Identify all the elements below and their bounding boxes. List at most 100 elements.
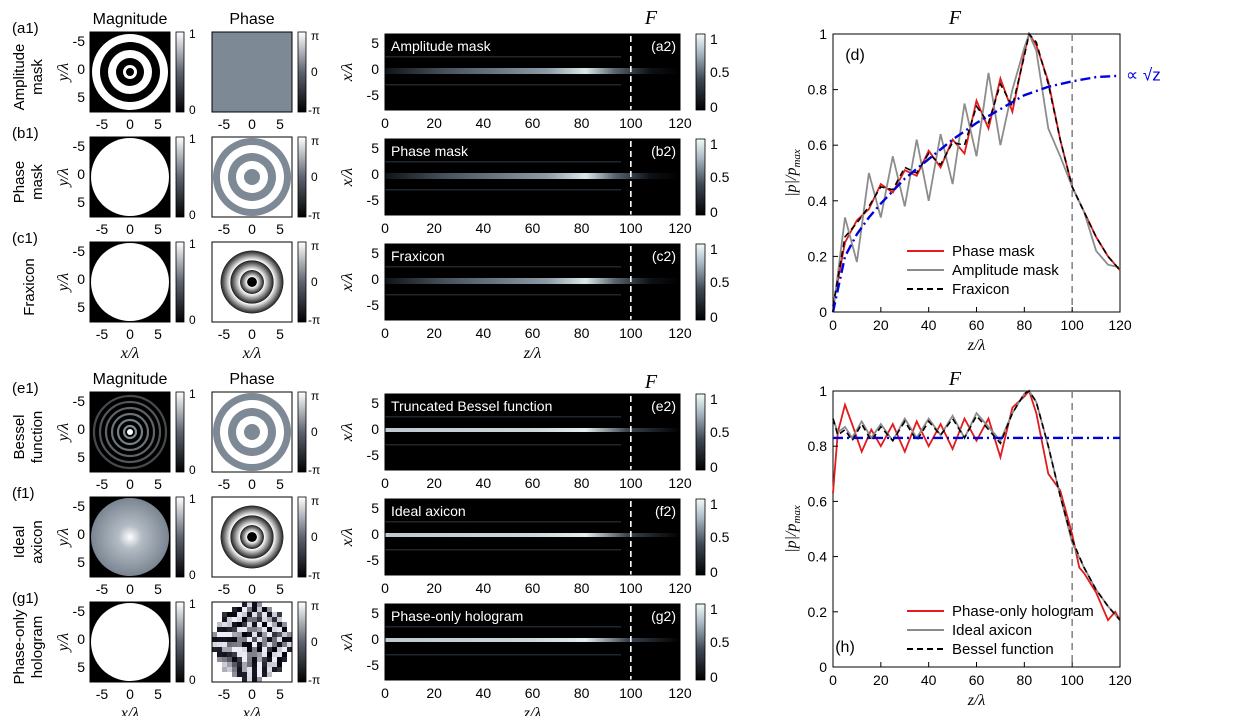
phase-pixel	[257, 617, 262, 622]
phase-pixel	[252, 627, 257, 632]
x-tick: -5	[96, 686, 109, 702]
phase-pixel	[282, 657, 287, 662]
phase-pixel	[242, 622, 247, 627]
y-tick: 5	[77, 299, 85, 315]
y-tick: 0	[77, 271, 85, 287]
sim-colorbar-tick: 1	[710, 601, 718, 617]
bessel-ring	[122, 424, 138, 440]
phase-pixel	[277, 667, 282, 672]
sim-panel-id: (e2)	[651, 398, 676, 414]
x-tick: 0	[248, 686, 256, 702]
x-tick: 0	[248, 581, 256, 597]
y-tick-label: 0.4	[808, 549, 828, 565]
x-tick: -5	[218, 116, 231, 132]
phase-pixel	[277, 622, 282, 627]
phase-pixel	[257, 602, 262, 607]
phase-pixel	[282, 622, 287, 627]
phase-pixel	[237, 652, 242, 657]
y-tick: -5	[73, 33, 86, 49]
side-label: axicon	[29, 520, 46, 563]
sim-panel-id: (g2)	[651, 608, 676, 624]
phase-pixel	[252, 622, 257, 627]
phase-pixel	[257, 667, 262, 672]
y-tick: 5	[77, 194, 85, 210]
x-tick: 5	[154, 581, 162, 597]
phase-pixel	[232, 622, 237, 627]
phase-pixel	[267, 672, 272, 677]
sim-colorbar-tick: 0.5	[710, 634, 730, 650]
phase-pixel	[252, 657, 257, 662]
phase-pixel	[267, 647, 272, 652]
phase-pixel	[262, 632, 267, 637]
sim-x-tick: 120	[668, 325, 692, 341]
sim-colorbar	[695, 498, 706, 576]
phase-pixel	[257, 607, 262, 612]
sim-x-tick: 20	[426, 325, 442, 341]
phase-pixel	[227, 627, 232, 632]
x-axis-label: z/λ	[967, 692, 986, 709]
sim-x-tick: 60	[525, 220, 541, 236]
sim-x-tick: 80	[574, 325, 590, 341]
sim-colorbar	[695, 393, 706, 471]
phase-pixel	[227, 612, 232, 617]
sim-frame	[384, 33, 681, 111]
series-bessel-function	[832, 389, 1121, 621]
magnitude-frame	[89, 241, 171, 323]
phase-pixel	[237, 642, 242, 647]
y-axis-label-subscript: max	[791, 149, 803, 167]
phase-pixel	[267, 637, 272, 642]
phase-pixel	[222, 622, 227, 627]
phase-pixel	[237, 647, 242, 652]
phase-pixel	[277, 632, 282, 637]
y-axis-label: y/λ	[55, 528, 72, 549]
side-label: Amplitude	[11, 44, 28, 111]
phase-pixel	[217, 637, 222, 642]
phase-pixel	[257, 677, 262, 682]
x-tick: 0	[248, 476, 256, 492]
x-tick-label: 20	[873, 317, 889, 333]
sim-beam	[385, 428, 680, 432]
y-tick-label: 0.2	[808, 604, 828, 620]
x-tick: 5	[276, 686, 284, 702]
panel-label: (a1)	[12, 20, 39, 37]
series-trend	[831, 74, 1121, 313]
sim-panel-id: (a2)	[651, 38, 676, 54]
sqrt-annotation: ∝ √z	[1126, 66, 1161, 85]
panel-label: (c1)	[12, 230, 38, 247]
sim-panel-id: (b2)	[651, 143, 676, 159]
plots-layer: 0 20 40 60 80 100 12000.20.40.60.81(d)z/λ|p|/p…	[783, 26, 1161, 709]
phase-pixel	[247, 672, 252, 677]
focus-label-top-sim: F	[644, 7, 658, 29]
sim-x-tick: 80	[574, 475, 590, 491]
phase-pixel	[252, 637, 257, 642]
magnitude-frame	[89, 136, 171, 218]
phase-pixel	[252, 652, 257, 657]
phase-pixel	[222, 612, 227, 617]
sim-title: Amplitude mask	[391, 38, 492, 54]
y-tick: -5	[73, 603, 86, 619]
sim-x-tick: 0	[381, 475, 389, 491]
phase-pixel	[252, 607, 257, 612]
phase-pixel	[262, 642, 267, 647]
focus-label-bottom-sim: F	[644, 371, 658, 393]
sim-x-tick: 0	[381, 115, 389, 131]
phase-pixel	[267, 627, 272, 632]
sim-panel-id: (f2)	[655, 503, 676, 519]
x-tick: -5	[218, 581, 231, 597]
x-tick: 5	[154, 326, 162, 342]
y-axis-label: y/λ	[55, 423, 72, 444]
magnitude-frame	[89, 601, 171, 683]
side-label: function	[29, 411, 46, 464]
phase-pixel	[282, 627, 287, 632]
phase-pixel	[257, 642, 262, 647]
phase-pixel	[262, 627, 267, 632]
y-tick-label: 0.4	[808, 193, 828, 209]
phase-pixel	[262, 662, 267, 667]
x-tick: 5	[276, 581, 284, 597]
phase-pixel	[242, 602, 247, 607]
sim-y-tick: 5	[371, 395, 379, 411]
phase-pixel	[222, 632, 227, 637]
phase-pixel	[257, 662, 262, 667]
y-tick: 0	[77, 631, 85, 647]
